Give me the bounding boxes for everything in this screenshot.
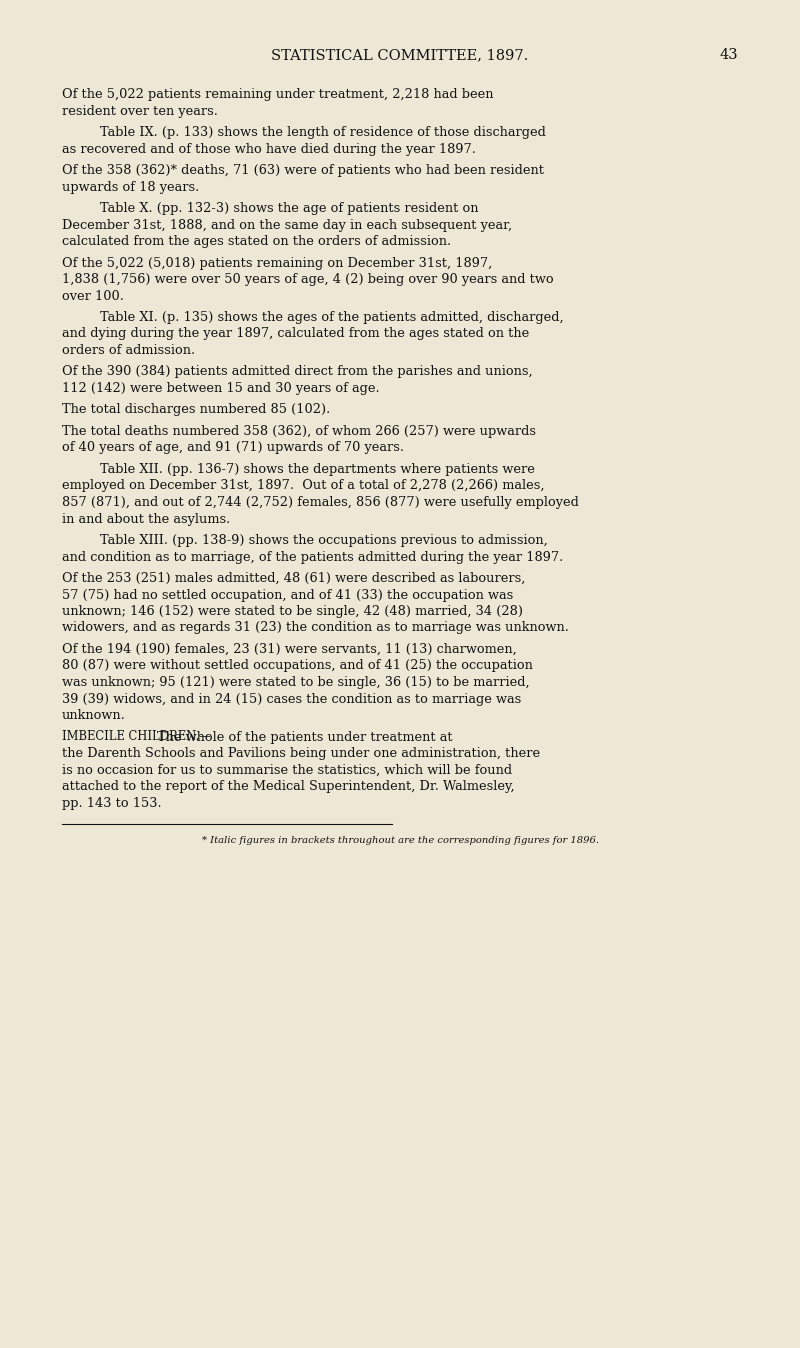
- Text: widowers, and as regards 31 (23) the condition as to marriage was unknown.: widowers, and as regards 31 (23) the con…: [62, 621, 569, 635]
- Text: Of the 253 (251) males admitted, 48 (61) were described as labourers,: Of the 253 (251) males admitted, 48 (61)…: [62, 572, 526, 585]
- Text: in and about the asylums.: in and about the asylums.: [62, 512, 230, 526]
- Text: 39 (39) widows, and in 24 (15) cases the condition as to marriage was: 39 (39) widows, and in 24 (15) cases the…: [62, 693, 522, 705]
- Text: employed on December 31st, 1897.  Out of a total of 2,278 (2,266) males,: employed on December 31st, 1897. Out of …: [62, 480, 545, 492]
- Text: Table XI. (p. 135) shows the ages of the patients admitted, discharged,: Table XI. (p. 135) shows the ages of the…: [100, 311, 564, 324]
- Text: Of the 5,022 patients remaining under treatment, 2,218 had been: Of the 5,022 patients remaining under tr…: [62, 88, 494, 101]
- Text: IMBECILE CHILDREN.—: IMBECILE CHILDREN.—: [62, 731, 210, 744]
- Text: * Italic figures in brackets throughout are the corresponding figures for 1896.: * Italic figures in brackets throughout …: [202, 836, 598, 845]
- Text: unknown; 146 (152) were stated to be single, 42 (48) married, 34 (28): unknown; 146 (152) were stated to be sin…: [62, 605, 523, 617]
- Text: resident over ten years.: resident over ten years.: [62, 105, 218, 117]
- Text: was unknown; 95 (121) were stated to be single, 36 (15) to be married,: was unknown; 95 (121) were stated to be …: [62, 675, 530, 689]
- Text: Of the 358 (362)* deaths, 71 (63) were of patients who had been resident: Of the 358 (362)* deaths, 71 (63) were o…: [62, 164, 544, 177]
- Text: Table XII. (pp. 136-7) shows the departments where patients were: Table XII. (pp. 136-7) shows the departm…: [100, 462, 535, 476]
- Text: Table IX. (p. 133) shows the length of residence of those discharged: Table IX. (p. 133) shows the length of r…: [100, 125, 546, 139]
- Text: 57 (75) had no settled occupation, and of 41 (33) the occupation was: 57 (75) had no settled occupation, and o…: [62, 589, 514, 601]
- Text: 857 (871), and out of 2,744 (2,752) females, 856 (877) were usefully employed: 857 (871), and out of 2,744 (2,752) fema…: [62, 496, 579, 510]
- Text: The total discharges numbered 85 (102).: The total discharges numbered 85 (102).: [62, 403, 330, 417]
- Text: 112 (142) were between 15 and 30 years of age.: 112 (142) were between 15 and 30 years o…: [62, 381, 380, 395]
- Text: STATISTICAL COMMITTEE, 1897.: STATISTICAL COMMITTEE, 1897.: [271, 49, 529, 62]
- Text: over 100.: over 100.: [62, 290, 124, 302]
- Text: upwards of 18 years.: upwards of 18 years.: [62, 181, 199, 194]
- Text: The whole of the patients under treatment at: The whole of the patients under treatmen…: [157, 731, 452, 744]
- Text: Table X. (pp. 132-3) shows the age of patients resident on: Table X. (pp. 132-3) shows the age of pa…: [100, 202, 478, 214]
- Text: The total deaths numbered 358 (362), of whom 266 (257) were upwards: The total deaths numbered 358 (362), of …: [62, 425, 536, 438]
- Text: attached to the report of the Medical Superintendent, Dr. Walmesley,: attached to the report of the Medical Su…: [62, 780, 514, 793]
- Text: Of the 5,022 (5,018) patients remaining on December 31st, 1897,: Of the 5,022 (5,018) patients remaining …: [62, 256, 492, 270]
- Text: of 40 years of age, and 91 (71) upwards of 70 years.: of 40 years of age, and 91 (71) upwards …: [62, 442, 404, 454]
- Text: and condition as to marriage, of the patients admitted during the year 1897.: and condition as to marriage, of the pat…: [62, 550, 563, 563]
- Text: is no occasion for us to summarise the statistics, which will be found: is no occasion for us to summarise the s…: [62, 763, 512, 776]
- Text: orders of admission.: orders of admission.: [62, 344, 195, 357]
- Text: as recovered and of those who have died during the year 1897.: as recovered and of those who have died …: [62, 143, 476, 155]
- Text: 1,838 (1,756) were over 50 years of age, 4 (2) being over 90 years and two: 1,838 (1,756) were over 50 years of age,…: [62, 274, 554, 286]
- Text: December 31st, 1888, and on the same day in each subsequent year,: December 31st, 1888, and on the same day…: [62, 218, 512, 232]
- Text: and dying during the year 1897, calculated from the ages stated on the: and dying during the year 1897, calculat…: [62, 328, 530, 341]
- Text: Table XIII. (pp. 138-9) shows the occupations previous to admission,: Table XIII. (pp. 138-9) shows the occupa…: [100, 534, 548, 547]
- Text: 80 (87) were without settled occupations, and of 41 (25) the occupation: 80 (87) were without settled occupations…: [62, 659, 533, 673]
- Text: pp. 143 to 153.: pp. 143 to 153.: [62, 797, 162, 810]
- Text: the Darenth Schools and Pavilions being under one administration, there: the Darenth Schools and Pavilions being …: [62, 747, 540, 760]
- Text: 43: 43: [719, 49, 738, 62]
- Text: calculated from the ages stated on the orders of admission.: calculated from the ages stated on the o…: [62, 235, 451, 248]
- Text: unknown.: unknown.: [62, 709, 126, 723]
- Text: Of the 390 (384) patients admitted direct from the parishes and unions,: Of the 390 (384) patients admitted direc…: [62, 365, 533, 379]
- Text: Of the 194 (190) females, 23 (31) were servants, 11 (13) charwomen,: Of the 194 (190) females, 23 (31) were s…: [62, 643, 517, 656]
